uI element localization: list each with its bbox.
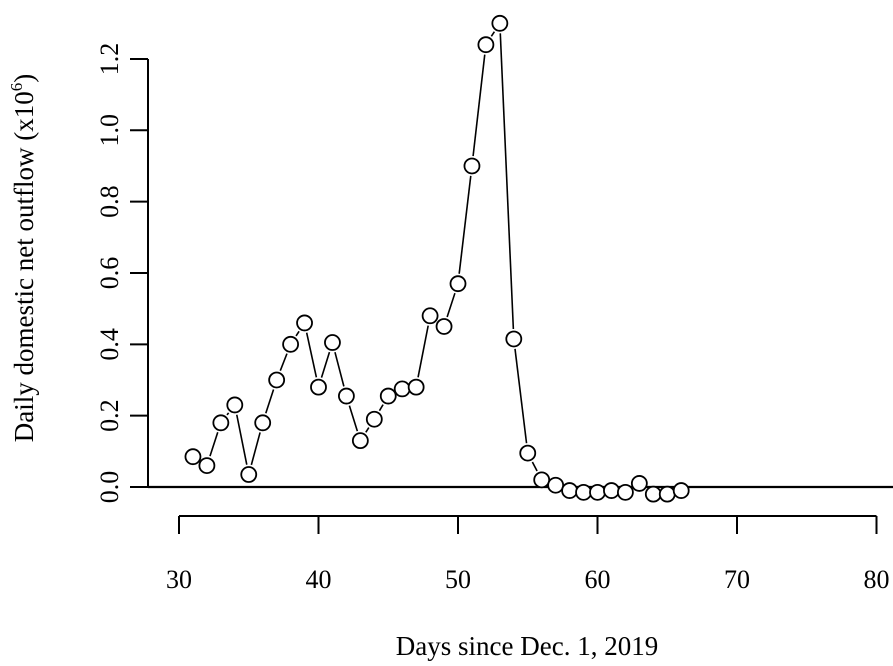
series-segment (279, 353, 288, 371)
data-point (617, 483, 634, 501)
series-segment (490, 31, 496, 37)
y-axis-title-close: ) (9, 74, 39, 83)
x-tick-label: 60 (585, 565, 611, 594)
series-segment (348, 405, 359, 432)
series-segment (514, 348, 528, 444)
x-axis-title: Days since Dec. 1, 2019 (396, 631, 658, 661)
data-point (198, 457, 216, 474)
data-point (379, 387, 397, 405)
series-segment (472, 54, 486, 157)
y-tick-label: 0.8 (95, 185, 124, 218)
series-segment (305, 332, 318, 378)
series-segment (499, 33, 515, 330)
series-segment (250, 432, 261, 466)
data-point (365, 410, 383, 428)
series-segment (226, 412, 230, 416)
data-point (547, 476, 565, 494)
data-point (337, 387, 355, 405)
data-point (519, 444, 537, 462)
data-point (310, 378, 327, 396)
y-tick-label: 0.4 (95, 328, 124, 361)
data-point (672, 482, 690, 499)
x-axis: 30 40 50 60 70 80 (166, 515, 890, 594)
series-segment (334, 352, 345, 387)
data-point (421, 307, 439, 325)
series-segment (209, 432, 219, 457)
series-segment (295, 330, 300, 337)
data-point (533, 471, 551, 489)
series-segment (417, 325, 429, 378)
data-point (477, 36, 495, 54)
data-point (658, 485, 676, 503)
data-point (296, 314, 313, 332)
data-point (226, 396, 244, 414)
data-point (561, 482, 578, 499)
data-point (282, 335, 300, 353)
series-segment (365, 427, 370, 433)
series-connecting-lines (209, 31, 538, 472)
y-axis-title-exponent: 6 (7, 83, 26, 92)
data-point (184, 448, 202, 466)
data-point (644, 485, 662, 503)
data-point (449, 275, 467, 293)
series-segment (446, 292, 456, 318)
x-tick-label: 70 (724, 565, 750, 594)
data-point (491, 14, 509, 32)
y-axis: 0.0 0.2 0.4 0.6 0.8 1.0 1.2 (95, 43, 149, 504)
data-point (268, 371, 286, 389)
series-segment (458, 175, 472, 274)
series-segment (265, 389, 275, 414)
y-tick-label: 0.6 (95, 257, 124, 290)
series-segment (531, 461, 538, 472)
x-tick-label: 80 (864, 565, 890, 594)
data-point (463, 157, 481, 175)
x-tick-label: 40 (306, 565, 332, 594)
y-tick-label: 1.0 (95, 114, 124, 147)
series-segment (235, 414, 248, 465)
data-point (351, 432, 369, 450)
data-point (254, 414, 272, 432)
data-point (407, 378, 425, 396)
y-tick-label: 0.2 (95, 399, 124, 432)
data-point (630, 475, 648, 492)
data-point (589, 483, 606, 501)
data-point (575, 483, 592, 501)
y-axis-title: Daily domestic net outflow (x106) (7, 74, 39, 442)
series-points (184, 14, 690, 503)
data-point (393, 380, 411, 398)
data-point (603, 482, 620, 499)
y-tick-label: 0.0 (95, 471, 124, 504)
data-point (324, 334, 341, 351)
data-point (505, 330, 523, 348)
y-tick-label: 1.2 (95, 43, 124, 76)
data-point (435, 318, 453, 335)
series-segment (378, 404, 384, 412)
x-tick-label: 30 (166, 565, 192, 594)
data-point (212, 414, 230, 432)
y-axis-title-main: Daily domestic net outflow (x10 (9, 91, 39, 442)
data-point (240, 466, 258, 483)
x-tick-label: 50 (445, 565, 471, 594)
series-segment (320, 351, 331, 378)
